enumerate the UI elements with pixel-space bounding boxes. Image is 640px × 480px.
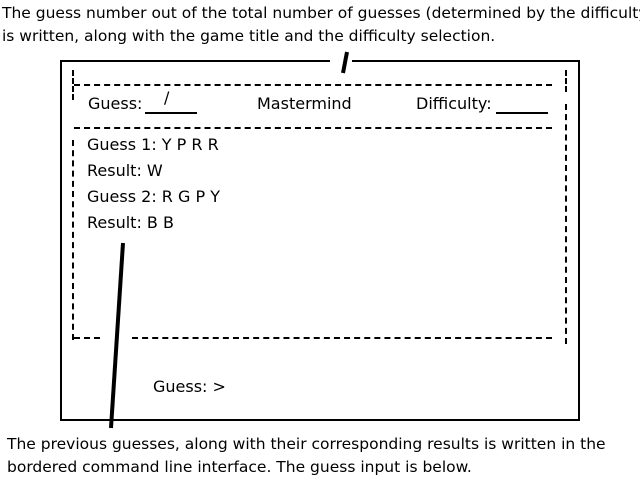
header-right-border — [565, 70, 567, 92]
cli-bottom-border-left — [74, 337, 100, 339]
top-annotation-line-1: The guess number out of the total number… — [2, 4, 640, 22]
bottom-annotation: The previous guesses, along with their c… — [7, 433, 606, 479]
cli-bottom-border-right — [132, 337, 552, 339]
difficulty-select[interactable] — [496, 112, 548, 114]
guess-counter-label: Guess: — [88, 94, 143, 113]
history-guess-1: Guess 1: Y P R R — [87, 135, 219, 154]
cli-right-border — [565, 104, 567, 344]
top-annotation: The guess number out of the total number… — [2, 2, 640, 48]
history-result-2: Result: B B — [87, 213, 174, 232]
game-window — [60, 60, 580, 421]
header-left-border — [72, 70, 74, 100]
cli-left-border — [72, 140, 74, 340]
history-result-1: Result: W — [87, 161, 163, 180]
frame-gap — [330, 58, 352, 64]
bottom-annotation-line-2: bordered command line interface. The gue… — [7, 458, 472, 476]
top-annotation-line-2: is written, along with the game title an… — [2, 27, 496, 45]
history-guess-2: Guess 2: R G P Y — [87, 187, 220, 206]
guess-counter-value: / — [164, 88, 170, 107]
header-top-border — [74, 84, 552, 86]
header-bottom-border — [74, 127, 552, 129]
guess-input-prompt[interactable]: Guess: > — [153, 377, 226, 396]
difficulty-label[interactable]: Difficulty: — [416, 94, 492, 113]
guess-counter-underline — [145, 112, 197, 114]
game-title: Mastermind — [257, 94, 352, 113]
bottom-annotation-line-1: The previous guesses, along with their c… — [7, 435, 606, 453]
